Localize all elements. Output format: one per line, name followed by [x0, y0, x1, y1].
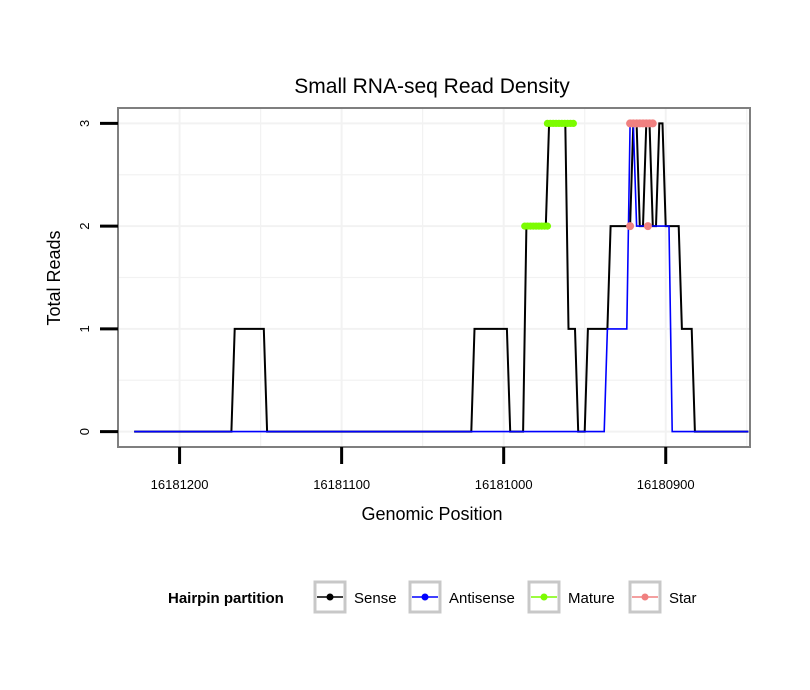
x-axis-label: Genomic Position [361, 504, 502, 524]
legend-title: Hairpin partition [168, 590, 284, 607]
y-tick-label: 3 [77, 120, 92, 127]
series-point-star [626, 222, 635, 231]
series-line-sense [134, 122, 749, 433]
legend-key-point [641, 593, 649, 601]
x-tick-label: 16180900 [637, 477, 695, 492]
series-point-star [643, 222, 652, 231]
legend-label-mature: Mature [568, 590, 615, 607]
plot-border [117, 107, 751, 448]
legend-label-sense: Sense [354, 590, 397, 607]
series-point-star [648, 119, 657, 128]
y-tick-label: 0 [77, 428, 92, 435]
x-tick-label: 16181200 [151, 477, 209, 492]
y-tick-label: 1 [77, 325, 92, 332]
legend-key-point [326, 593, 334, 601]
y-tick-label: 2 [77, 223, 92, 230]
legend-key-point [540, 593, 548, 601]
x-tick-label: 16181100 [313, 477, 370, 492]
y-axis-label: Total Reads [44, 230, 64, 325]
series-point-mature [569, 119, 577, 128]
legend-label-star: Star [669, 590, 697, 607]
legend-label-antisense: Antisense [449, 590, 515, 607]
legend-key-point [421, 593, 429, 601]
x-tick-label: 16181000 [475, 477, 533, 492]
series-point-mature [543, 222, 552, 230]
chart-title: Small RNA-seq Read Density [294, 75, 570, 98]
